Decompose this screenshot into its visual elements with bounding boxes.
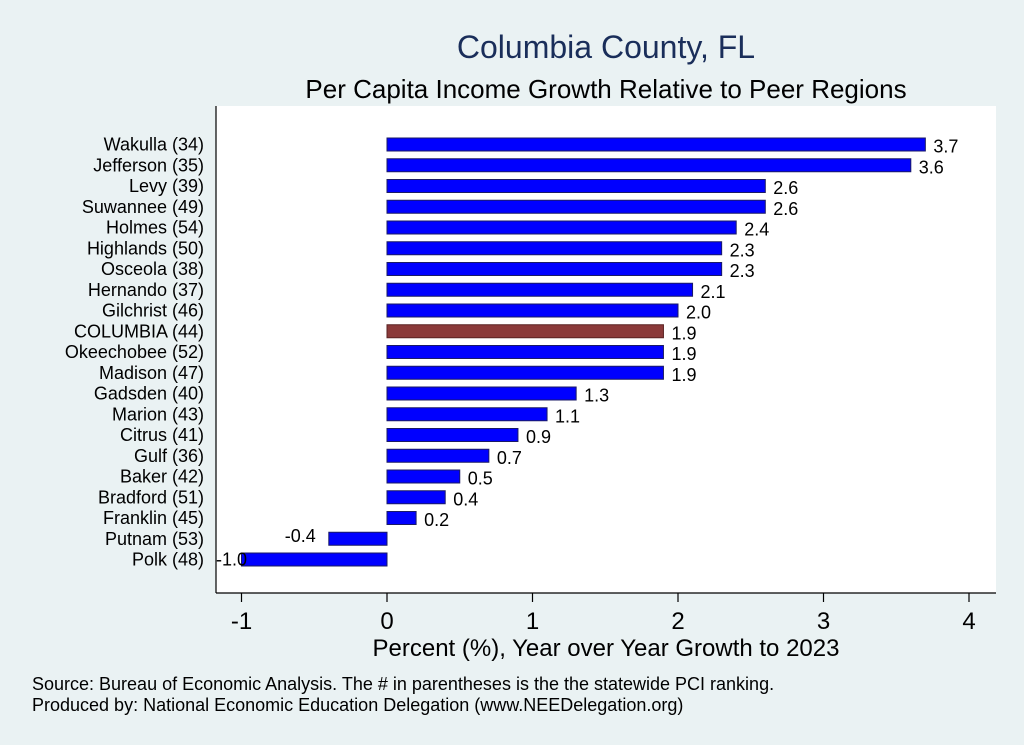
value-label: 1.1: [555, 406, 580, 426]
value-label: 3.6: [919, 157, 944, 177]
x-tick-label: 3: [817, 608, 830, 635]
bar: [241, 552, 388, 567]
category-label: Baker (42): [120, 467, 204, 487]
value-label: 1.9: [671, 365, 696, 385]
bar: [386, 469, 461, 484]
bar: [386, 407, 548, 422]
x-axis-title: Percent (%), Year over Year Growth to 20…: [373, 635, 840, 662]
produced-by-note: Produced by: National Economic Education…: [32, 695, 683, 715]
category-label: Gadsden (40): [94, 384, 204, 404]
value-label: 2.0: [686, 303, 711, 323]
chart-title: Columbia County, FL: [457, 29, 755, 65]
bar: [386, 428, 519, 442]
category-label: Putnam (53): [105, 529, 204, 549]
category-label: Madison (47): [99, 363, 204, 383]
category-label: Suwannee (49): [82, 197, 204, 217]
category-label: Hernando (37): [88, 280, 204, 300]
value-label: 0.2: [424, 510, 449, 530]
value-label: 0.4: [453, 489, 478, 509]
category-label: Polk (48): [132, 550, 204, 570]
category-label: Levy (39): [129, 176, 204, 196]
category-label: Wakulla (34): [104, 135, 204, 155]
value-label: 2.6: [773, 199, 798, 219]
value-label: 2.3: [730, 240, 755, 260]
value-label: 3.7: [933, 137, 958, 157]
category-label: Citrus (41): [120, 425, 204, 445]
category-label: Jefferson (35): [93, 155, 204, 175]
x-tick-label: 4: [962, 608, 975, 635]
category-label: Franklin (45): [103, 508, 204, 528]
value-label: -1.0: [216, 550, 247, 570]
chart-subtitle: Per Capita Income Growth Relative to Pee…: [305, 74, 906, 104]
category-label: Highlands (50): [87, 238, 204, 258]
x-tick-label: 0: [380, 608, 393, 635]
category-label: Holmes (54): [106, 218, 204, 238]
bar: [386, 241, 723, 256]
bar: [386, 199, 766, 214]
category-labels: Wakulla (34)Jefferson (35)Levy (39)Suwan…: [65, 135, 204, 570]
bar: [386, 179, 766, 193]
value-label: 2.1: [701, 282, 726, 302]
value-label: 1.3: [584, 386, 609, 406]
value-label: 2.3: [730, 261, 755, 281]
bar: [386, 448, 490, 463]
bar: [386, 303, 679, 318]
x-ticks: -1 0 1 2 3 4: [231, 593, 976, 635]
x-tick-label: 2: [671, 608, 684, 635]
value-label: 2.4: [744, 220, 769, 240]
category-label: Osceola (38): [101, 259, 204, 279]
bar: [386, 262, 723, 276]
bar: [386, 365, 664, 380]
bar: [386, 386, 577, 401]
category-label: Gulf (36): [134, 446, 204, 466]
bar: [386, 137, 926, 152]
bar: [386, 345, 664, 359]
value-label: 0.5: [468, 469, 493, 489]
x-tick-label: 1: [526, 608, 539, 635]
bar: [328, 531, 388, 546]
bar: [386, 282, 694, 297]
category-label: Okeechobee (52): [65, 342, 204, 362]
value-labels: 3.73.62.62.62.42.32.32.12.01.91.91.91.31…: [216, 137, 958, 570]
bars-group: [241, 137, 926, 567]
value-label: 0.9: [526, 427, 551, 447]
value-label: 0.7: [497, 448, 522, 468]
source-note: Source: Bureau of Economic Analysis. The…: [32, 674, 774, 694]
category-label: Marion (43): [112, 404, 204, 424]
bar: [386, 158, 912, 173]
bar: [386, 220, 737, 235]
bar: [386, 511, 417, 525]
category-label: Gilchrist (46): [102, 301, 204, 321]
category-label: COLUMBIA (44): [74, 321, 204, 341]
bar: [386, 490, 446, 505]
bar-highlight: [386, 324, 664, 339]
x-tick-label: -1: [231, 608, 252, 635]
value-label: 1.9: [671, 323, 696, 343]
category-label: Bradford (51): [98, 487, 204, 507]
value-label: 2.6: [773, 178, 798, 198]
value-label: 1.9: [671, 344, 696, 364]
value-label: -0.4: [285, 526, 316, 546]
